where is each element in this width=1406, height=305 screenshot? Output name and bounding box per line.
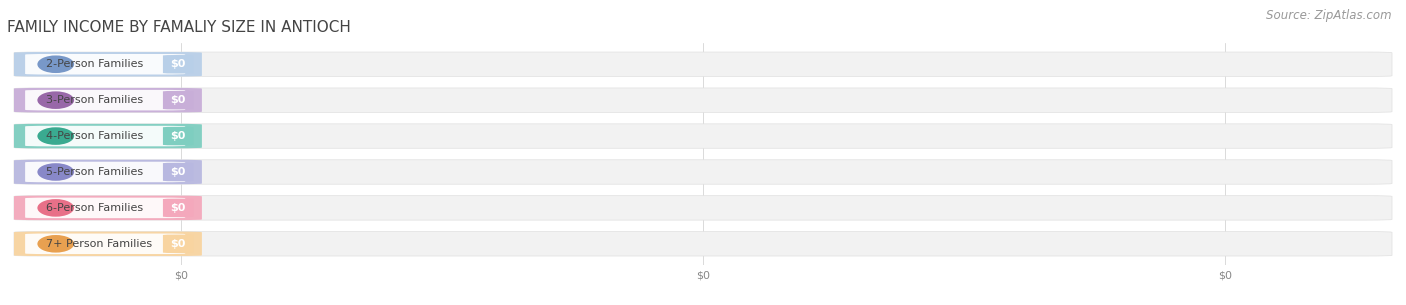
FancyBboxPatch shape [14, 160, 1392, 184]
FancyBboxPatch shape [14, 124, 1392, 148]
Text: $0: $0 [170, 131, 186, 141]
FancyBboxPatch shape [14, 52, 202, 77]
FancyBboxPatch shape [14, 160, 202, 184]
FancyBboxPatch shape [14, 231, 202, 256]
FancyBboxPatch shape [14, 124, 202, 148]
FancyBboxPatch shape [163, 127, 194, 145]
Ellipse shape [38, 127, 75, 145]
Text: $0: $0 [170, 95, 186, 105]
FancyBboxPatch shape [14, 196, 202, 220]
FancyBboxPatch shape [25, 162, 186, 182]
Text: 2-Person Families: 2-Person Families [46, 59, 143, 69]
Ellipse shape [38, 56, 75, 73]
Text: 7+ Person Families: 7+ Person Families [46, 239, 152, 249]
Text: FAMILY INCOME BY FAMALIY SIZE IN ANTIOCH: FAMILY INCOME BY FAMALIY SIZE IN ANTIOCH [7, 20, 351, 34]
FancyBboxPatch shape [14, 231, 1392, 256]
FancyBboxPatch shape [25, 126, 186, 146]
Ellipse shape [38, 92, 75, 109]
FancyBboxPatch shape [163, 91, 194, 109]
FancyBboxPatch shape [25, 234, 186, 254]
Text: $0: $0 [170, 167, 186, 177]
Text: 6-Person Families: 6-Person Families [46, 203, 143, 213]
Text: 4-Person Families: 4-Person Families [46, 131, 143, 141]
Text: 5-Person Families: 5-Person Families [46, 167, 143, 177]
FancyBboxPatch shape [14, 52, 1392, 77]
FancyBboxPatch shape [14, 88, 1392, 112]
Text: $0: $0 [170, 59, 186, 69]
Ellipse shape [38, 163, 75, 181]
Ellipse shape [38, 199, 75, 217]
Text: 3-Person Families: 3-Person Families [46, 95, 143, 105]
FancyBboxPatch shape [163, 199, 194, 217]
FancyBboxPatch shape [25, 90, 186, 110]
FancyBboxPatch shape [14, 88, 202, 112]
FancyBboxPatch shape [163, 55, 194, 74]
FancyBboxPatch shape [25, 198, 186, 218]
Text: $0: $0 [170, 203, 186, 213]
Ellipse shape [38, 235, 75, 253]
Text: Source: ZipAtlas.com: Source: ZipAtlas.com [1267, 9, 1392, 22]
FancyBboxPatch shape [163, 163, 194, 181]
Text: $0: $0 [170, 239, 186, 249]
FancyBboxPatch shape [25, 54, 186, 74]
FancyBboxPatch shape [14, 196, 1392, 220]
FancyBboxPatch shape [163, 235, 194, 253]
